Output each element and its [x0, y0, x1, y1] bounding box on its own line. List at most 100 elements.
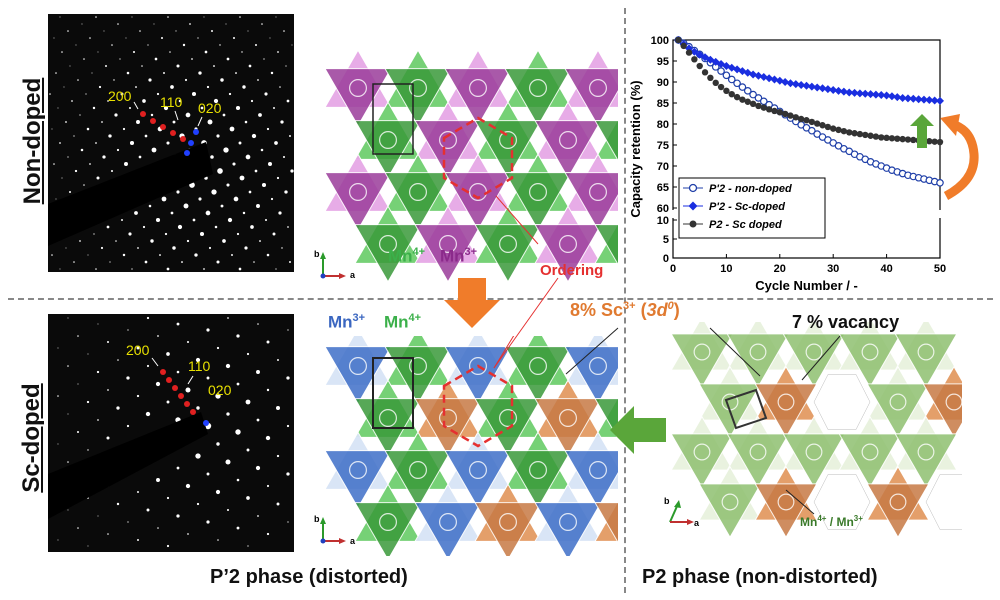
diffraction-spot — [284, 190, 288, 194]
legend-box — [678, 177, 826, 239]
diffraction-spot — [128, 232, 132, 236]
diffraction-spot — [278, 211, 282, 215]
ordering-label: Ordering — [540, 262, 604, 279]
diffraction-spot — [175, 30, 177, 32]
axis-label-a: a — [694, 518, 700, 528]
diffraction-spot — [232, 36, 236, 40]
diffraction-spot — [276, 454, 280, 458]
octahedron — [474, 205, 542, 283]
diffraction-spot — [244, 120, 248, 124]
diffraction-spot — [211, 189, 217, 195]
diffraction-spot — [281, 247, 283, 249]
diffraction-spot — [68, 190, 72, 194]
mn3-superscript: 3+ — [352, 312, 366, 324]
diffraction-spot — [166, 267, 170, 271]
diffraction-spot — [153, 23, 155, 25]
diffraction-spot — [160, 36, 164, 40]
diffraction-spot — [216, 442, 220, 446]
miller-index-200: 200 — [126, 342, 150, 358]
diffraction-spot — [131, 268, 133, 270]
octahedron — [474, 101, 542, 179]
data-point — [744, 98, 751, 105]
y-tick-label: 65 — [657, 182, 669, 194]
vacancy-site — [925, 474, 962, 530]
octahedron — [894, 322, 958, 389]
octahedron — [866, 465, 930, 539]
diffraction-spot — [198, 197, 202, 201]
data-point — [818, 84, 827, 93]
octahedron — [414, 205, 482, 283]
diffraction-spot — [207, 119, 213, 125]
y-tick-label: 0 — [663, 253, 669, 265]
diffraction-spot — [120, 92, 124, 96]
data-point — [791, 80, 800, 89]
octahedron — [354, 205, 422, 283]
mn4-superscript: 4+ — [408, 312, 422, 324]
diffraction-spot — [236, 334, 240, 338]
diffraction-spot — [244, 246, 248, 250]
diffraction-spot — [161, 196, 167, 202]
diffraction-spot — [222, 113, 226, 117]
diffraction-spot — [251, 133, 257, 139]
x-tick-label: 50 — [934, 263, 946, 275]
diffraction-spot — [257, 323, 259, 325]
mn3-text: Mn — [328, 312, 353, 332]
diffraction-spot — [286, 424, 290, 428]
diffraction-spot — [132, 50, 136, 54]
legend-label: P'2 - non-doped — [709, 183, 792, 195]
y-tick-label: 90 — [657, 77, 669, 89]
diffraction-spot — [273, 107, 275, 109]
diffraction-spot — [144, 260, 148, 264]
data-point — [765, 106, 773, 113]
diffraction-spot — [196, 502, 200, 506]
improvement-arrow — [910, 114, 934, 148]
vacancy-site — [813, 374, 871, 430]
axis-label-a: a — [350, 270, 356, 280]
caption-p2-phase: P2 phase (non-distorted) — [642, 566, 878, 588]
axis-break-left — [667, 210, 679, 218]
data-point — [861, 89, 870, 98]
label-mn-mixed: Mn4+ / Mn3+ — [800, 514, 863, 529]
beam-stopper — [48, 412, 208, 519]
diffraction-spot — [59, 142, 61, 144]
data-point — [802, 81, 811, 90]
diffraction-spot — [213, 65, 215, 67]
mn4-superscript: 4+ — [412, 246, 426, 258]
y-tick-label: 100 — [651, 35, 669, 47]
diffraction-spot — [145, 411, 151, 417]
diffraction-spot — [269, 37, 271, 39]
diffraction-spot — [137, 491, 139, 493]
diffraction-spot — [136, 394, 140, 398]
beam-stopper — [48, 142, 213, 246]
diffraction-spot — [189, 23, 191, 25]
ordering-pointer — [495, 195, 539, 245]
diffraction-spot — [73, 135, 75, 137]
legend-label: P'2 - Sc-doped — [709, 201, 785, 213]
y-tick-label: 85 — [657, 98, 669, 110]
diffraction-spot — [199, 231, 205, 237]
diffraction-spot — [106, 340, 110, 344]
diffraction-spot — [233, 196, 239, 202]
diffraction-spot — [110, 169, 114, 173]
diffraction-spot — [138, 155, 142, 159]
data-point — [819, 122, 826, 129]
diffraction-spot — [223, 147, 229, 153]
diffraction-spot — [67, 461, 69, 463]
diffraction-spot — [185, 483, 191, 489]
octahedron — [698, 465, 762, 539]
diffraction-spot — [206, 328, 210, 332]
data-point — [749, 100, 757, 108]
octahedron — [534, 205, 602, 283]
sc-superscript: 3+ — [623, 300, 636, 312]
octahedron — [354, 101, 422, 179]
diffraction-spot — [146, 508, 150, 512]
octahedron — [384, 153, 452, 231]
diffraction-spot — [146, 316, 150, 320]
diffraction-spot — [210, 155, 214, 159]
diffraction-spot — [116, 406, 120, 410]
unit-cell — [372, 83, 414, 155]
axis-label-b: b — [314, 249, 320, 259]
sc-configuration: 3d — [646, 300, 668, 320]
diffraction-spot — [238, 141, 242, 145]
diffraction-spot — [186, 239, 190, 243]
